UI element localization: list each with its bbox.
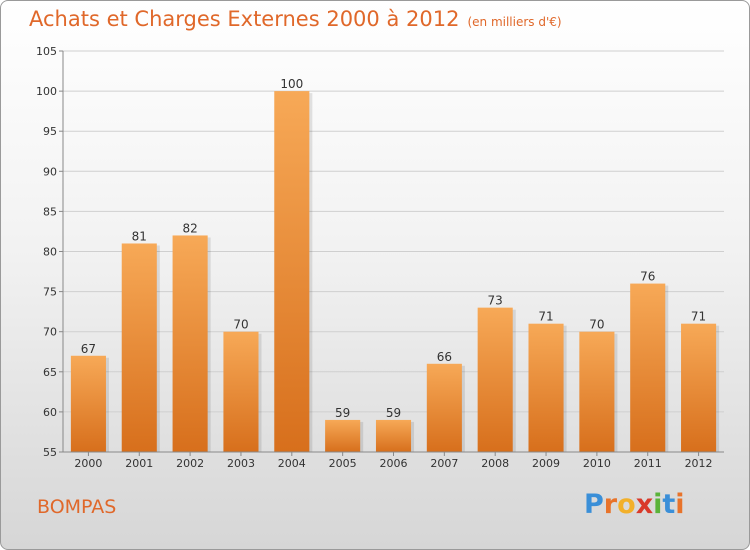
y-tick-label: 65 [43,366,57,379]
x-tick-label-2010: 2010 [583,457,611,470]
bar-2004 [274,91,310,452]
x-tick-label-2001: 2001 [125,457,153,470]
data-label-2001: 81 [132,229,147,243]
logo-letter: x [635,489,654,520]
y-tick-label: 80 [43,246,57,259]
y-tick-label: 105 [36,45,57,58]
y-tick-label: 85 [43,205,57,218]
bar-2001 [121,243,157,452]
bar-2007 [426,363,462,452]
data-label-2007: 66 [437,350,452,364]
y-tick-label: 100 [36,85,57,98]
bar-2006 [375,419,412,452]
bar-2008 [477,307,513,452]
data-label-2009: 71 [538,310,553,324]
bar-2002 [172,235,208,452]
data-label-2008: 73 [488,294,503,308]
grid-lines [63,50,724,413]
x-tick-label-2007: 2007 [430,457,458,470]
data-label-2012: 71 [691,310,706,324]
bar-2010 [579,331,615,452]
x-tick-label-2011: 2011 [634,457,662,470]
data-label-2003: 70 [233,318,248,332]
x-tick-label-2004: 2004 [278,457,306,470]
data-label-2005: 59 [335,406,350,420]
data-label-2010: 70 [589,318,604,332]
chart-title: Achats et Charges Externes 2000 à 2012 (e… [29,7,562,31]
logo-letter: P [584,489,604,520]
y-tick-label: 95 [43,125,57,138]
bar-2012 [681,323,717,452]
logo-letter: i [653,489,663,520]
x-tick-label-2002: 2002 [176,457,204,470]
data-label-2002: 82 [182,221,197,235]
y-tick-label: 60 [43,406,57,419]
x-tick-label-2008: 2008 [481,457,509,470]
data-label-2006: 59 [386,406,401,420]
x-tick-label-2009: 2009 [532,457,560,470]
x-tick-label-2000: 2000 [74,457,102,470]
y-tick-label: 90 [43,165,57,178]
bar-2000 [70,355,106,452]
bars: 67 81 82 70 100 59 59 66 73 71 70 76 71 [70,77,720,452]
logo-letter: i [675,489,685,520]
bar-2005 [325,419,361,452]
bar-2011 [630,283,666,452]
proxiti-logo: Proxiti [584,489,685,520]
logo-letter: r [603,489,618,520]
y-tick-label: 70 [43,326,57,339]
chart-subtitle: (en milliers d'€) [467,15,562,29]
logo-letter: o [617,489,636,520]
data-label-2004: 100 [280,77,303,91]
commune-name: BOMPAS [37,496,117,518]
data-label-2000: 67 [81,342,96,356]
x-tick-label-2012: 2012 [685,457,713,470]
data-label-2011: 76 [640,270,655,284]
x-tick-label-2006: 2006 [380,457,408,470]
bar-2003 [223,331,259,452]
y-tick-label: 55 [43,446,57,459]
chart-title-text: Achats et Charges Externes 2000 à 2012 [29,7,460,31]
axes: 55 60 65 70 75 80 85 90 95 100 105 2000 2001 2002 2003… [36,45,724,470]
x-tick-label-2003: 2003 [227,457,255,470]
logo-letter: t [662,489,676,520]
bar-2009 [528,323,564,452]
y-tick-label: 75 [43,286,57,299]
x-tick-label-2005: 2005 [329,457,357,470]
